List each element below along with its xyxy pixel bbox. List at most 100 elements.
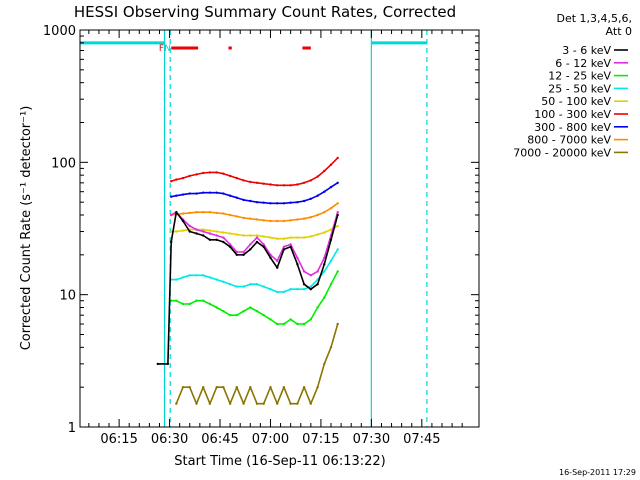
data-point	[215, 238, 218, 241]
data-point	[323, 296, 326, 299]
data-point	[255, 402, 259, 405]
data-point	[329, 238, 333, 241]
x-tick-label: 07:15	[302, 432, 339, 447]
y-axis-label: Corrected Count Rate (s⁻¹ detector⁻¹)	[19, 106, 34, 351]
data-point	[195, 299, 198, 302]
data-point	[202, 230, 205, 233]
data-point	[269, 183, 272, 186]
data-point	[282, 386, 286, 389]
data-point	[336, 224, 339, 228]
data-point	[208, 232, 212, 235]
data-point	[269, 288, 272, 291]
data-point	[175, 299, 178, 302]
data-point	[170, 180, 173, 183]
data-point	[309, 197, 312, 200]
data-point	[242, 310, 245, 313]
data-point	[289, 318, 292, 321]
plot-frame	[79, 29, 480, 428]
data-point	[228, 402, 232, 405]
data-point	[329, 207, 333, 210]
data-point	[215, 306, 218, 309]
data-point	[228, 245, 232, 248]
data-point	[262, 235, 265, 238]
series-line-100-300-kev	[170, 157, 339, 187]
data-point	[170, 195, 173, 198]
data-point	[296, 263, 299, 266]
data-point	[255, 236, 259, 239]
data-point	[289, 243, 292, 246]
data-point	[282, 245, 286, 248]
data-point	[181, 212, 185, 215]
legend-label: 50 - 100 keV	[541, 95, 611, 108]
data-point	[255, 201, 259, 204]
data-point	[235, 233, 238, 236]
data-point	[282, 322, 286, 326]
series-100-300-kev	[170, 156, 339, 187]
data-point	[222, 310, 225, 313]
x-axis-ticks: 06:15 06:30 06:45 07:00 07:15 07:30 07:45	[88, 30, 463, 447]
data-point	[228, 213, 232, 217]
data-point	[208, 276, 212, 279]
flag-label-n: N	[164, 44, 171, 54]
data-point	[195, 402, 198, 405]
data-point	[289, 245, 292, 248]
data-point	[302, 283, 306, 286]
data-point	[296, 288, 299, 291]
data-point	[222, 172, 225, 175]
data-point	[215, 191, 218, 194]
series-25-50-kev	[170, 248, 339, 294]
data-point	[235, 253, 238, 256]
data-point	[276, 184, 279, 187]
legend-item-6-12-kev: 6 - 12 keV	[555, 57, 628, 70]
data-point	[188, 224, 191, 228]
data-point	[235, 285, 238, 288]
data-point	[296, 218, 299, 221]
data-point	[249, 243, 252, 246]
data-point	[195, 274, 198, 277]
legend-item-3-6-kev: 3 - 6 keV	[562, 44, 628, 57]
data-point	[262, 182, 265, 185]
data-point	[170, 230, 173, 233]
data-point	[289, 219, 292, 222]
data-point	[242, 179, 245, 182]
data-point	[296, 236, 299, 239]
series-3-6-kev	[156, 211, 339, 366]
x-tick-label: 06:15	[100, 432, 137, 447]
data-point	[296, 402, 299, 405]
data-point	[181, 386, 185, 389]
legend-item-50-100-kev: 50 - 100 keV	[541, 95, 628, 108]
data-point	[316, 306, 319, 309]
series-300-800-kev	[170, 181, 339, 205]
data-point	[255, 218, 259, 221]
data-point	[208, 238, 212, 241]
legend-item-25-50-kev: 25 - 50 keV	[548, 82, 628, 95]
data-point	[329, 346, 333, 349]
data-point	[228, 283, 232, 286]
data-point	[255, 283, 259, 286]
data-point	[195, 173, 198, 176]
x-tick-label: 06:30	[151, 432, 188, 447]
data-point	[181, 302, 185, 306]
data-point	[188, 274, 191, 277]
data-point	[175, 402, 178, 405]
data-point	[215, 211, 218, 215]
data-point	[282, 202, 286, 205]
data-point	[262, 219, 265, 222]
data-point	[170, 299, 173, 302]
data-point	[215, 230, 218, 233]
data-point	[222, 231, 225, 234]
data-point	[235, 196, 238, 199]
data-point	[255, 234, 259, 237]
y-tick-label: 100	[51, 156, 76, 171]
data-point	[323, 362, 326, 366]
data-point	[302, 236, 306, 239]
data-point	[323, 231, 326, 234]
data-point	[336, 181, 339, 184]
data-point	[329, 163, 333, 166]
series-12-25-kev	[170, 270, 339, 326]
data-point	[323, 211, 326, 214]
x-tick-label: 07:00	[252, 432, 289, 447]
series-line-25-50-kev	[171, 248, 339, 293]
data-point	[296, 322, 299, 326]
